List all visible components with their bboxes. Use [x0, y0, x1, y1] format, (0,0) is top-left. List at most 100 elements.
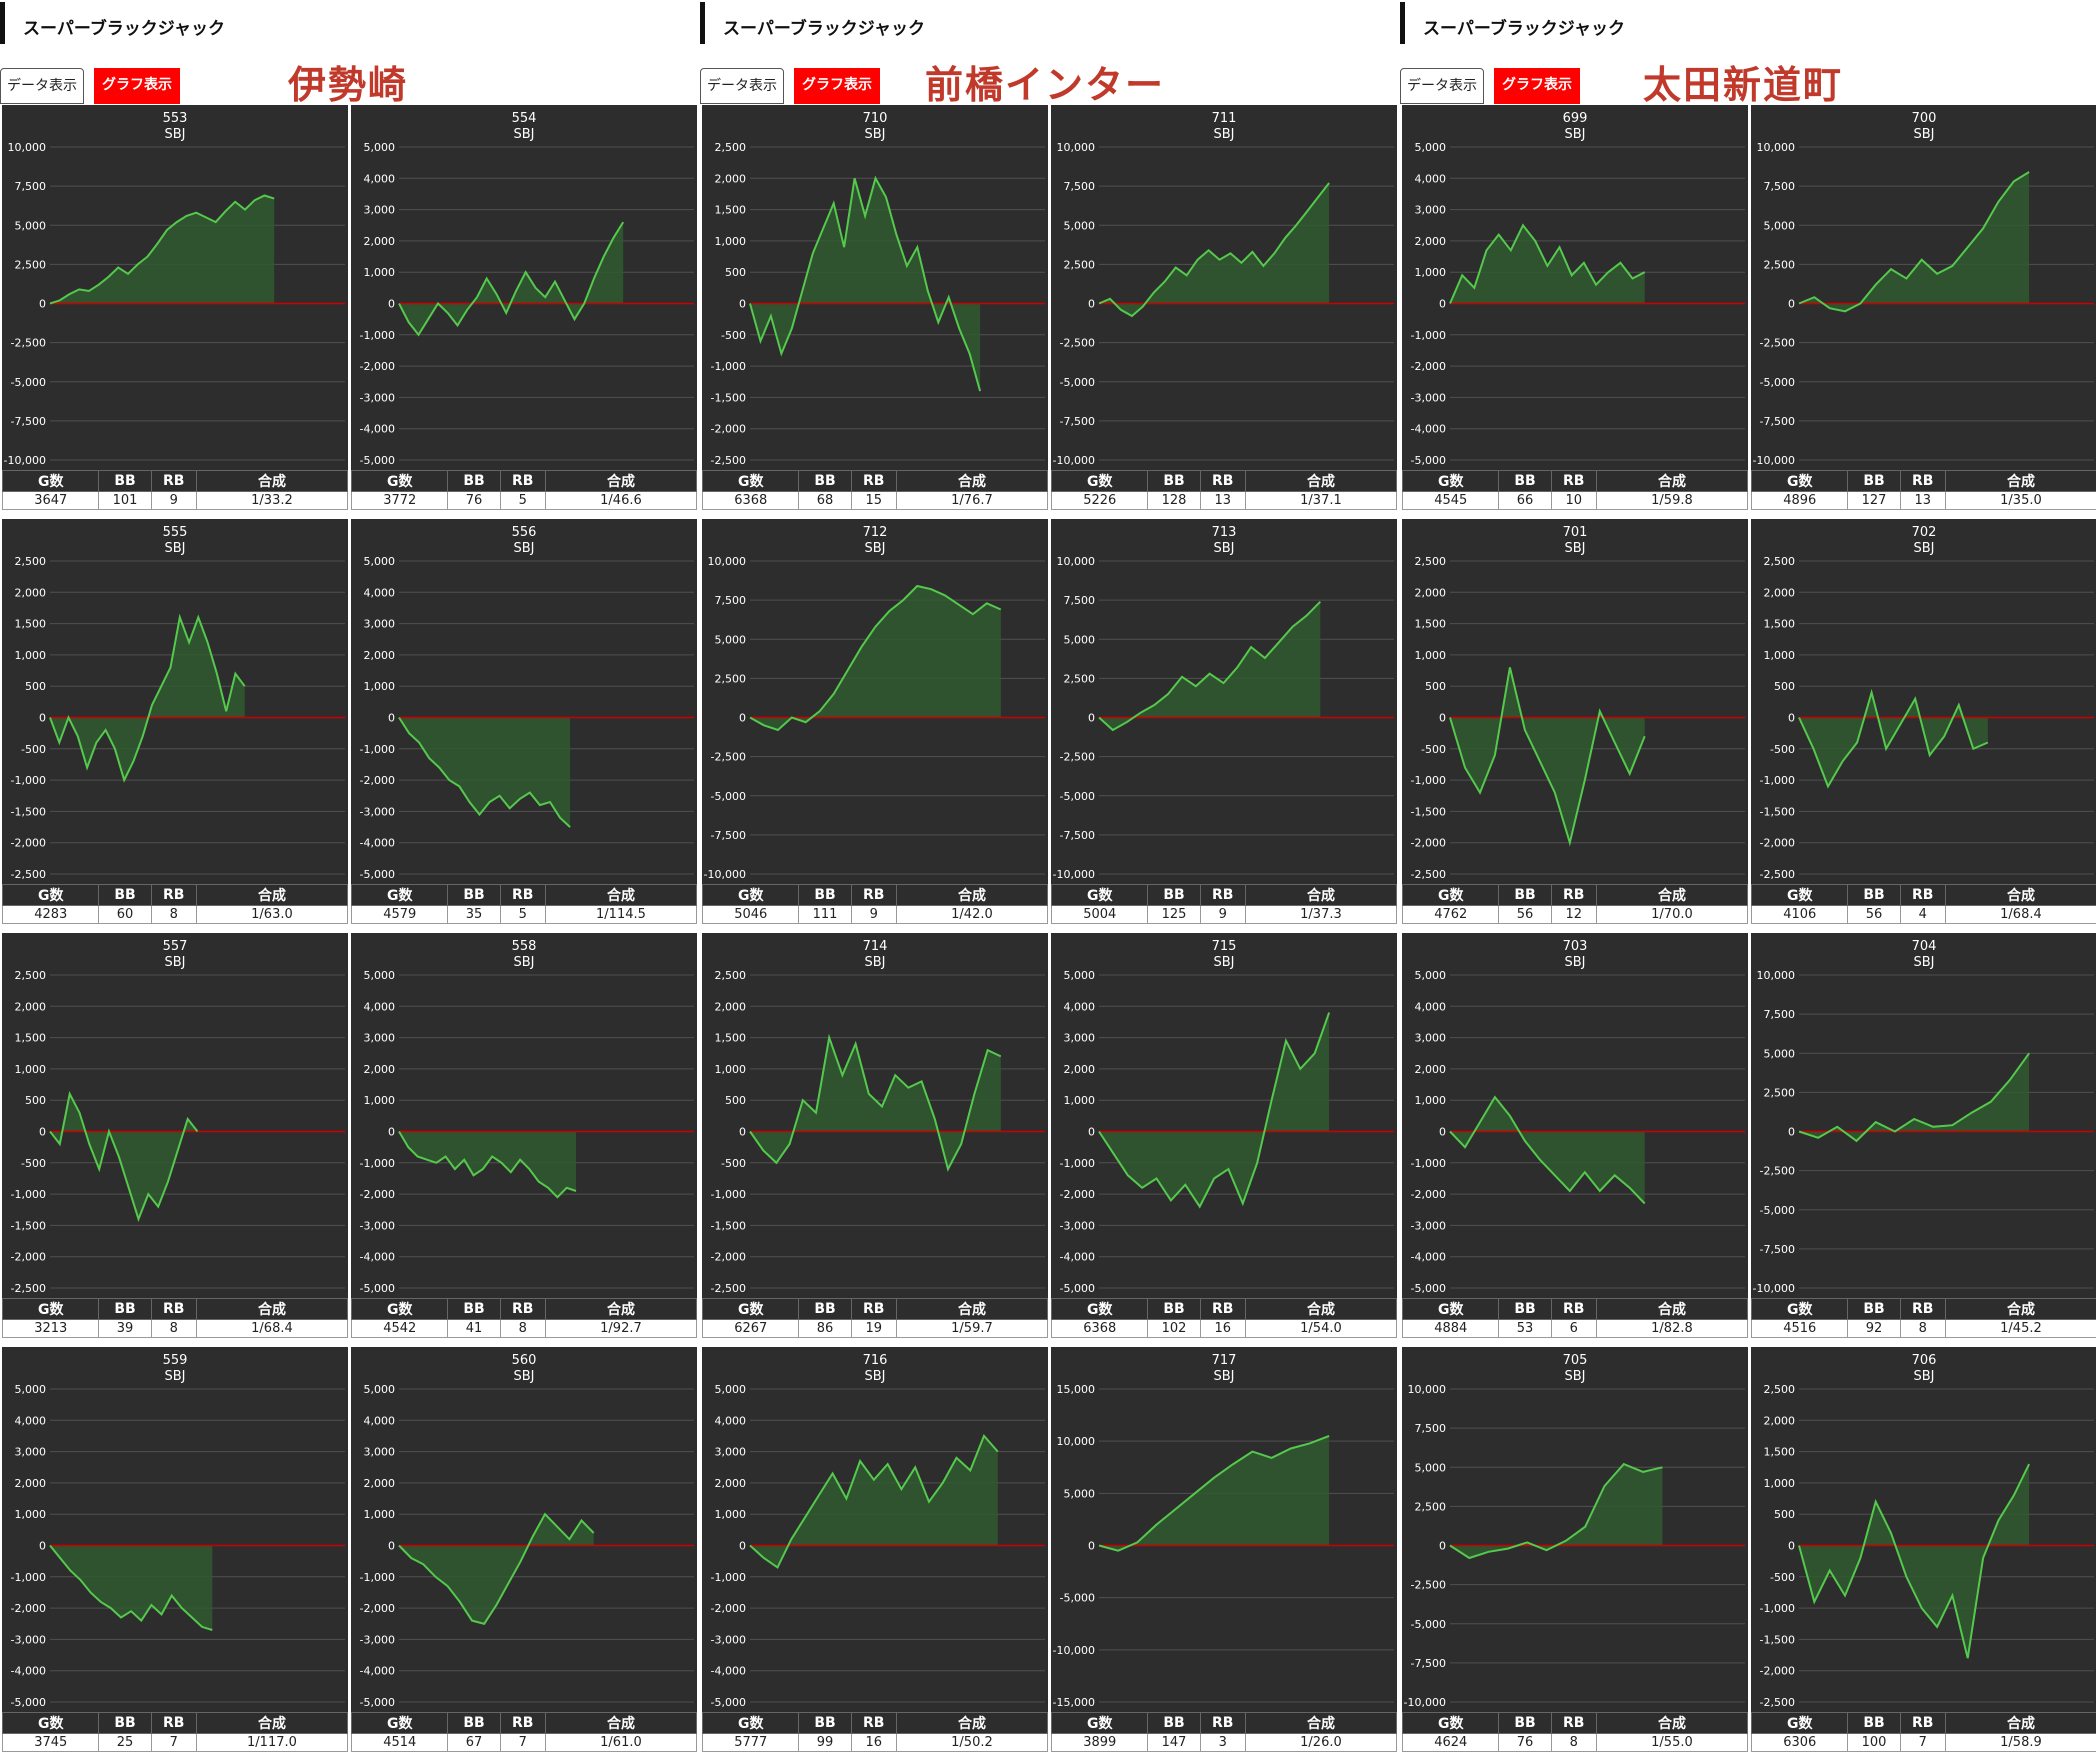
- y-tick-label: 1,000: [1764, 1477, 1796, 1490]
- machine-graph-panel[interactable]: 706 SBJ 2,500 2,000 1,500 1,000 500 0 -500 -1,000…: [1750, 1347, 2096, 1752]
- y-tick-label: 5,000: [15, 219, 47, 232]
- y-tick-label: -7,500: [11, 415, 46, 428]
- machine-graph-panel[interactable]: 703 SBJ 5,000 4,000 3,000 2,000 1,000 0 -1,000 -2…: [1401, 933, 1749, 1338]
- stats-header-rb: RB: [1199, 884, 1246, 906]
- stats-table: G数 BB RB 合成 4542 41 8 1/92.7: [350, 1298, 698, 1338]
- machine-graph-panel[interactable]: 716 SBJ 5,000 4,000 3,000 2,000 1,000 0 -1,000 -2…: [701, 1347, 1049, 1752]
- stats-value-bb: 68: [798, 491, 852, 510]
- machine-graph-panel[interactable]: 704 SBJ 10,000 7,500 5,000 2,500 0 -2,500 -5,000…: [1750, 933, 2096, 1338]
- y-tick-label: 1,000: [364, 1094, 396, 1107]
- y-tick-label: -4,000: [360, 1665, 395, 1678]
- machine-graph-panel[interactable]: 714 SBJ 2,500 2,000 1,500 1,000 500 0 -500 -1,000…: [701, 933, 1049, 1338]
- machine-graph-panel[interactable]: 559 SBJ 5,000 4,000 3,000 2,000 1,000 0 -1,000 -2…: [1, 1347, 349, 1752]
- y-tick-label: -2,000: [11, 837, 46, 850]
- machine-model: SBJ: [1564, 955, 1585, 970]
- stats-header-bb: BB: [798, 1712, 852, 1734]
- machine-model: SBJ: [1213, 955, 1234, 970]
- y-tick-label: -2,500: [1060, 751, 1095, 764]
- stats-header-bb: BB: [447, 1298, 501, 1320]
- stats-value-games: 3213: [1, 1319, 100, 1338]
- machine-graph-panel[interactable]: 710 SBJ 2,500 2,000 1,500 1,000 500 0 -500 -1,000…: [701, 105, 1049, 510]
- y-tick-label: -1,000: [1411, 329, 1446, 342]
- data-view-button[interactable]: データ表示: [0, 68, 84, 104]
- y-tick-label: 0: [1439, 712, 1446, 725]
- machine-graph-panel[interactable]: 558 SBJ 5,000 4,000 3,000 2,000 1,000 0 -1,000 -2…: [350, 933, 698, 1338]
- stats-value-bb: 56: [1847, 905, 1901, 924]
- y-tick-label: 2,000: [364, 649, 396, 662]
- y-tick-label: 3,000: [364, 204, 396, 217]
- machine-graph-panel[interactable]: 715 SBJ 5,000 4,000 3,000 2,000 1,000 0 -1,000 -2…: [1050, 933, 1398, 1338]
- graph-view-button[interactable]: グラフ表示: [794, 68, 880, 104]
- y-tick-label: 1,000: [364, 1508, 396, 1521]
- machine-model: SBJ: [513, 955, 534, 970]
- stats-value-ratio: 1/58.9: [1944, 1733, 2096, 1752]
- slump-line: [49, 1544, 213, 1631]
- y-tick-label: 10,000: [1757, 969, 1796, 982]
- data-view-button[interactable]: データ表示: [1400, 68, 1484, 104]
- machine-graph-panel[interactable]: 712 SBJ 10,000 7,500 5,000 2,500 0 -2,500 -5,000…: [701, 519, 1049, 924]
- machine-graph-panel[interactable]: 702 SBJ 2,500 2,000 1,500 1,000 500 0 -500 -1,000…: [1750, 519, 2096, 924]
- stats-value-rb: 4: [1899, 905, 1946, 924]
- machine-graph-panel[interactable]: 705 SBJ 10,000 7,500 5,000 2,500 0 -2,500 -5,000…: [1401, 1347, 1749, 1752]
- machine-graph-panel[interactable]: 557 SBJ 2,500 2,000 1,500 1,000 500 0 -500 -1,000…: [1, 933, 349, 1338]
- machine-graph-panel[interactable]: 553 SBJ 10,000 7,500 5,000 2,500 0 -2,500 -5,000…: [1, 105, 349, 510]
- machine-graph-panel[interactable]: 711 SBJ 10,000 7,500 5,000 2,500 0 -2,500 -5,000…: [1050, 105, 1398, 510]
- machine-graph-panel[interactable]: 556 SBJ 5,000 4,000 3,000 2,000 1,000 0 -1,000 -2…: [350, 519, 698, 924]
- machine-graph-panel[interactable]: 560 SBJ 5,000 4,000 3,000 2,000 1,000 0 -1,000 -2…: [350, 1347, 698, 1752]
- area-fill: [1799, 692, 1988, 787]
- y-tick-label: -5,000: [1411, 1618, 1446, 1631]
- slump-line: [1098, 1012, 1331, 1209]
- stats-header-rb: RB: [1899, 884, 1946, 906]
- y-tick-label: 2,000: [1764, 586, 1796, 599]
- stats-header-games: G数: [1050, 884, 1149, 906]
- y-tick-label: -2,000: [1411, 360, 1446, 373]
- machine-graph-panel[interactable]: 700 SBJ 10,000 7,500 5,000 2,500 0 -2,500 -5,000…: [1750, 105, 2096, 510]
- y-tick-label: -3,000: [360, 1219, 395, 1232]
- slump-line: [398, 221, 625, 337]
- stats-value-bb: 53: [1498, 1319, 1552, 1338]
- y-tick-label: -2,500: [11, 1282, 46, 1295]
- stats-value-games: 3647: [1, 491, 100, 510]
- stats-value-rb: 8: [150, 905, 197, 924]
- stats-value-games: 4516: [1750, 1319, 1849, 1338]
- machine-model: SBJ: [1913, 1369, 1934, 1384]
- y-tick-label: -3,000: [11, 1633, 46, 1646]
- section-title: スーパーブラックジャック: [23, 19, 225, 39]
- data-view-button[interactable]: データ表示: [700, 68, 784, 104]
- y-tick-label: -1,000: [711, 1571, 746, 1584]
- y-tick-label: 1,000: [15, 649, 47, 662]
- y-tick-label: -5,000: [1060, 790, 1095, 803]
- area-fill: [399, 1514, 594, 1624]
- y-tick-label: -5,000: [11, 376, 46, 389]
- y-tick-label: 15,000: [1057, 1383, 1096, 1396]
- y-tick-label: 4,000: [364, 1000, 396, 1013]
- stats-value-rb: 9: [150, 491, 197, 510]
- stats-value-ratio: 1/45.2: [1944, 1319, 2096, 1338]
- stats-value-ratio: 1/42.0: [895, 905, 1049, 924]
- stats-header-bb: BB: [447, 884, 501, 906]
- store-column: スーパーブラックジャック データ表示 グラフ表示 前橋インター 710 SBJ 2,500 2…: [700, 0, 1398, 1755]
- area-fill: [1799, 1464, 2030, 1659]
- machine-graph-panel[interactable]: 717 SBJ 15,000 10,000 5,000 0 -5,000 -10,000 -15…: [1050, 1347, 1398, 1752]
- y-tick-label: 500: [25, 680, 46, 693]
- y-tick-label: 2,500: [1764, 258, 1796, 271]
- machine-graph-panel[interactable]: 555 SBJ 2,500 2,000 1,500 1,000 500 0 -500 -1,000…: [1, 519, 349, 924]
- graph-view-button[interactable]: グラフ表示: [1494, 68, 1580, 104]
- stats-value-rb: 7: [1899, 1733, 1946, 1752]
- machine-model: SBJ: [513, 1369, 534, 1384]
- stats-header-games: G数: [350, 1712, 449, 1734]
- y-tick-label: -1,000: [11, 774, 46, 787]
- machine-graph-panel[interactable]: 701 SBJ 2,500 2,000 1,500 1,000 500 0 -500 -1,000…: [1401, 519, 1749, 924]
- slump-line: [398, 1512, 595, 1625]
- machine-graph-panel[interactable]: 713 SBJ 10,000 7,500 5,000 2,500 0 -2,500 -5,000…: [1050, 519, 1398, 924]
- area-fill: [399, 222, 624, 335]
- y-tick-label: 500: [1774, 1508, 1795, 1521]
- y-tick-label: 0: [39, 712, 46, 725]
- machine-graph-panel[interactable]: 699 SBJ 5,000 4,000 3,000 2,000 1,000 0 -1,000 -2…: [1401, 105, 1749, 510]
- graph-view-button[interactable]: グラフ表示: [94, 68, 180, 104]
- y-tick-label: -7,500: [1060, 415, 1095, 428]
- machine-graph-panel[interactable]: 554 SBJ 5,000 4,000 3,000 2,000 1,000 0 -1,000 -2…: [350, 105, 698, 510]
